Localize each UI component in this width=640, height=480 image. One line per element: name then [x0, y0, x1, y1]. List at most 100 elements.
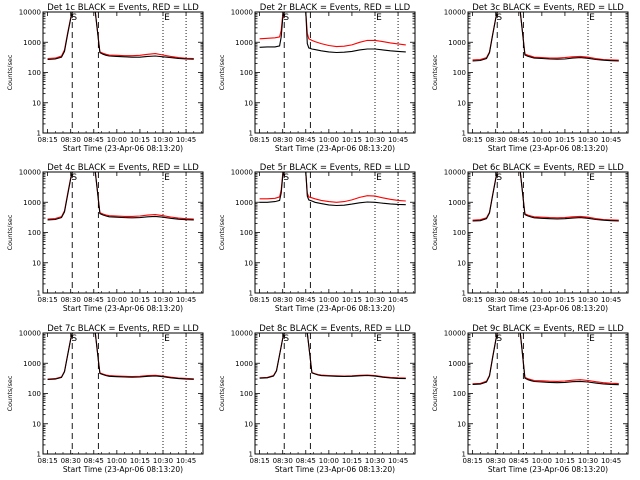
plot-frame [467, 332, 629, 455]
start-marker-label: S [496, 13, 502, 23]
x-tick-label: 10:00 [319, 136, 339, 144]
x-tick-label: 10:45 [601, 457, 621, 465]
plot-frame [42, 332, 204, 455]
x-tick-label: 10:45 [176, 296, 196, 304]
start-marker-label: S [496, 334, 502, 344]
lld-series-line [47, 171, 194, 220]
y-tick-label: 10000 [444, 169, 466, 177]
panel-title: Det 9c BLACK = Events, RED = LLD [472, 324, 624, 334]
x-axis-label: Start Time (23-Apr-06 08:13:20) [275, 304, 395, 313]
x-tick-label: 08:45 [296, 457, 316, 465]
x-tick-label: 10:30 [578, 457, 598, 465]
y-axis-label: Counts/sec [6, 375, 14, 411]
lld-series-line [472, 332, 619, 385]
x-tick-label: 10:15 [130, 296, 150, 304]
y-tick-label: 10 [32, 99, 41, 107]
x-tick-label: 10:30 [153, 457, 173, 465]
y-tick-label: 10 [457, 420, 466, 428]
panel-title: Det 8c BLACK = Events, RED = LLD [259, 324, 411, 334]
x-tick-label: 08:45 [509, 136, 529, 144]
plot-frame [42, 171, 204, 294]
y-tick-label: 10000 [19, 169, 41, 177]
y-axis-label: Counts/sec [431, 375, 439, 411]
panel-6: Det 6c BLACK = Events, RED = LLD Counts/s… [431, 163, 629, 313]
lld-series-line [472, 171, 619, 221]
x-tick-label: 08:15 [463, 296, 483, 304]
y-axis-label: Counts/sec [6, 214, 14, 250]
y-tick-label: 100 [240, 390, 253, 398]
panel-title: Det 7c BLACK = Events, RED = LLD [47, 324, 199, 334]
y-tick-label: 1000 [23, 360, 41, 368]
plot-frame [254, 11, 416, 134]
x-tick-label: 08:30 [486, 457, 506, 465]
plot-frame [42, 11, 204, 134]
x-tick-label: 08:30 [273, 136, 293, 144]
start-marker-label: S [71, 173, 77, 183]
x-tick-label: 08:30 [61, 457, 81, 465]
plot-frame [254, 171, 416, 294]
y-tick-label: 1 [249, 451, 253, 459]
x-tick-label: 08:45 [296, 296, 316, 304]
x-tick-label: 10:30 [578, 296, 598, 304]
x-tick-label: 08:45 [509, 457, 529, 465]
x-tick-label: 10:15 [555, 136, 575, 144]
y-tick-label: 10 [457, 99, 466, 107]
events-series-line [259, 11, 406, 54]
x-tick-label: 10:15 [342, 296, 362, 304]
panel-4: Det 4c BLACK = Events, RED = LLD Counts/s… [6, 163, 204, 313]
lld-series-line [47, 332, 194, 380]
y-tick-label: 10 [244, 259, 253, 267]
y-tick-label: 100 [28, 69, 41, 77]
plot-frame [254, 332, 416, 455]
y-tick-label: 10 [32, 420, 41, 428]
x-tick-label: 10:00 [532, 136, 552, 144]
start-marker-label: S [283, 334, 289, 344]
x-tick-label: 10:15 [130, 457, 150, 465]
x-tick-label: 10:45 [601, 296, 621, 304]
events-series-line [472, 11, 619, 62]
start-marker-label: S [283, 13, 289, 23]
x-tick-label: 08:15 [38, 136, 58, 144]
end-marker-label: E [164, 334, 170, 344]
panel-1: Det 1c BLACK = Events, RED = LLD Counts/s… [6, 3, 204, 153]
x-tick-label: 08:30 [486, 136, 506, 144]
panel-7: Det 7c BLACK = Events, RED = LLD Counts/s… [6, 324, 204, 474]
y-tick-label: 10 [457, 259, 466, 267]
x-tick-label: 10:30 [365, 457, 385, 465]
y-tick-label: 100 [28, 390, 41, 398]
end-marker-label: E [164, 13, 170, 23]
x-tick-label: 08:15 [250, 296, 270, 304]
y-axis-label: Counts/sec [218, 214, 226, 250]
y-tick-label: 1000 [23, 199, 41, 207]
y-tick-label: 1000 [23, 39, 41, 47]
y-tick-label: 1000 [235, 360, 253, 368]
y-tick-label: 10 [244, 420, 253, 428]
y-axis-label: Counts/sec [431, 214, 439, 250]
x-tick-label: 10:30 [153, 296, 173, 304]
x-axis-label: Start Time (23-Apr-06 08:13:20) [488, 465, 608, 474]
y-tick-label: 10000 [19, 330, 41, 338]
x-tick-label: 08:15 [463, 136, 483, 144]
panel-title: Det 3c BLACK = Events, RED = LLD [472, 3, 624, 13]
x-tick-label: 08:15 [463, 457, 483, 465]
plot-frame [467, 171, 629, 294]
end-marker-label: E [164, 173, 170, 183]
y-tick-label: 1 [462, 290, 466, 298]
x-tick-label: 10:00 [532, 457, 552, 465]
x-tick-label: 10:45 [388, 296, 408, 304]
y-tick-label: 100 [453, 229, 466, 237]
panel-title: Det 1c BLACK = Events, RED = LLD [47, 3, 199, 13]
x-tick-label: 08:30 [61, 136, 81, 144]
x-tick-label: 10:15 [342, 457, 362, 465]
x-axis-label: Start Time (23-Apr-06 08:13:20) [63, 465, 183, 474]
y-tick-label: 1 [249, 130, 253, 138]
end-marker-label: E [589, 334, 595, 344]
panel-3: Det 3c BLACK = Events, RED = LLD Counts/s… [431, 3, 629, 153]
x-tick-label: 08:15 [250, 457, 270, 465]
x-tick-label: 10:45 [388, 136, 408, 144]
x-tick-label: 10:30 [153, 136, 173, 144]
x-tick-label: 10:00 [319, 296, 339, 304]
x-tick-label: 10:30 [578, 136, 598, 144]
events-series-line [47, 171, 194, 221]
